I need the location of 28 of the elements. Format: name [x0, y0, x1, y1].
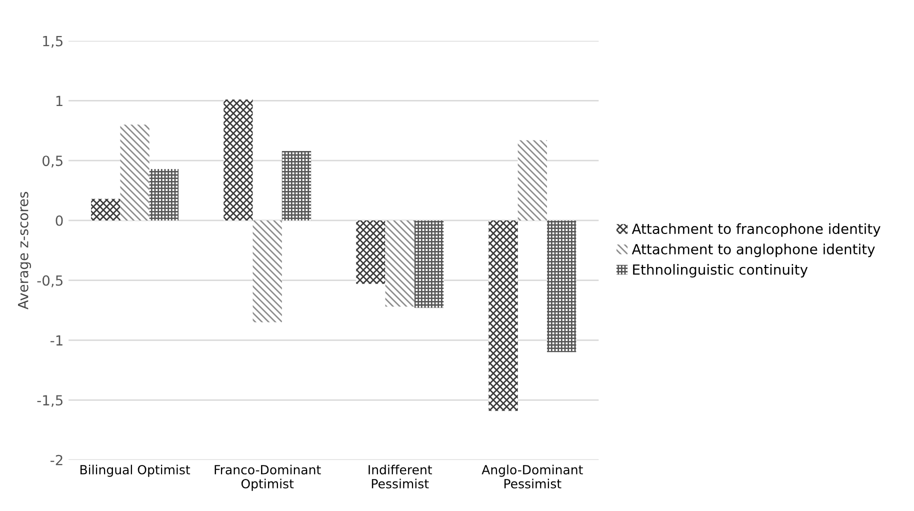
y-tick-label: -1	[50, 335, 62, 346]
legend-label: Attachment to anglophone identity	[632, 244, 875, 258]
bar	[120, 124, 150, 220]
bar	[518, 140, 547, 220]
legend-label: Attachment to francophone identity	[632, 223, 880, 237]
bar	[91, 198, 120, 220]
x-tick-label: Bilingual Optimist	[80, 464, 190, 477]
bar	[385, 220, 414, 307]
bar	[252, 220, 282, 322]
y-tick-label: 0	[56, 215, 63, 226]
bar	[356, 220, 386, 284]
y-tick-label: -0,5	[37, 275, 62, 288]
bar	[149, 168, 179, 220]
bar	[414, 220, 444, 308]
bar	[488, 220, 518, 411]
y-tick-label: 0,5	[42, 156, 62, 168]
bar	[546, 220, 576, 352]
y-tick-label: -2	[50, 454, 62, 466]
y-tick-label: 1,5	[43, 36, 62, 48]
x-tick-label: Franco-Dominant Optimist	[214, 464, 321, 491]
y-tick-label: 1	[56, 96, 62, 106]
x-tick-label: Indifferent Pessimist	[368, 464, 432, 488]
x-tick-label: Anglo-Dominant Pessimist	[482, 464, 583, 488]
y-axis-title: Average z-scores	[18, 192, 32, 310]
bar	[282, 151, 312, 220]
y-tick-label: -1,5	[37, 395, 62, 407]
legend-label: Ethnolinguistic continuity	[633, 264, 808, 278]
bar	[224, 100, 253, 220]
